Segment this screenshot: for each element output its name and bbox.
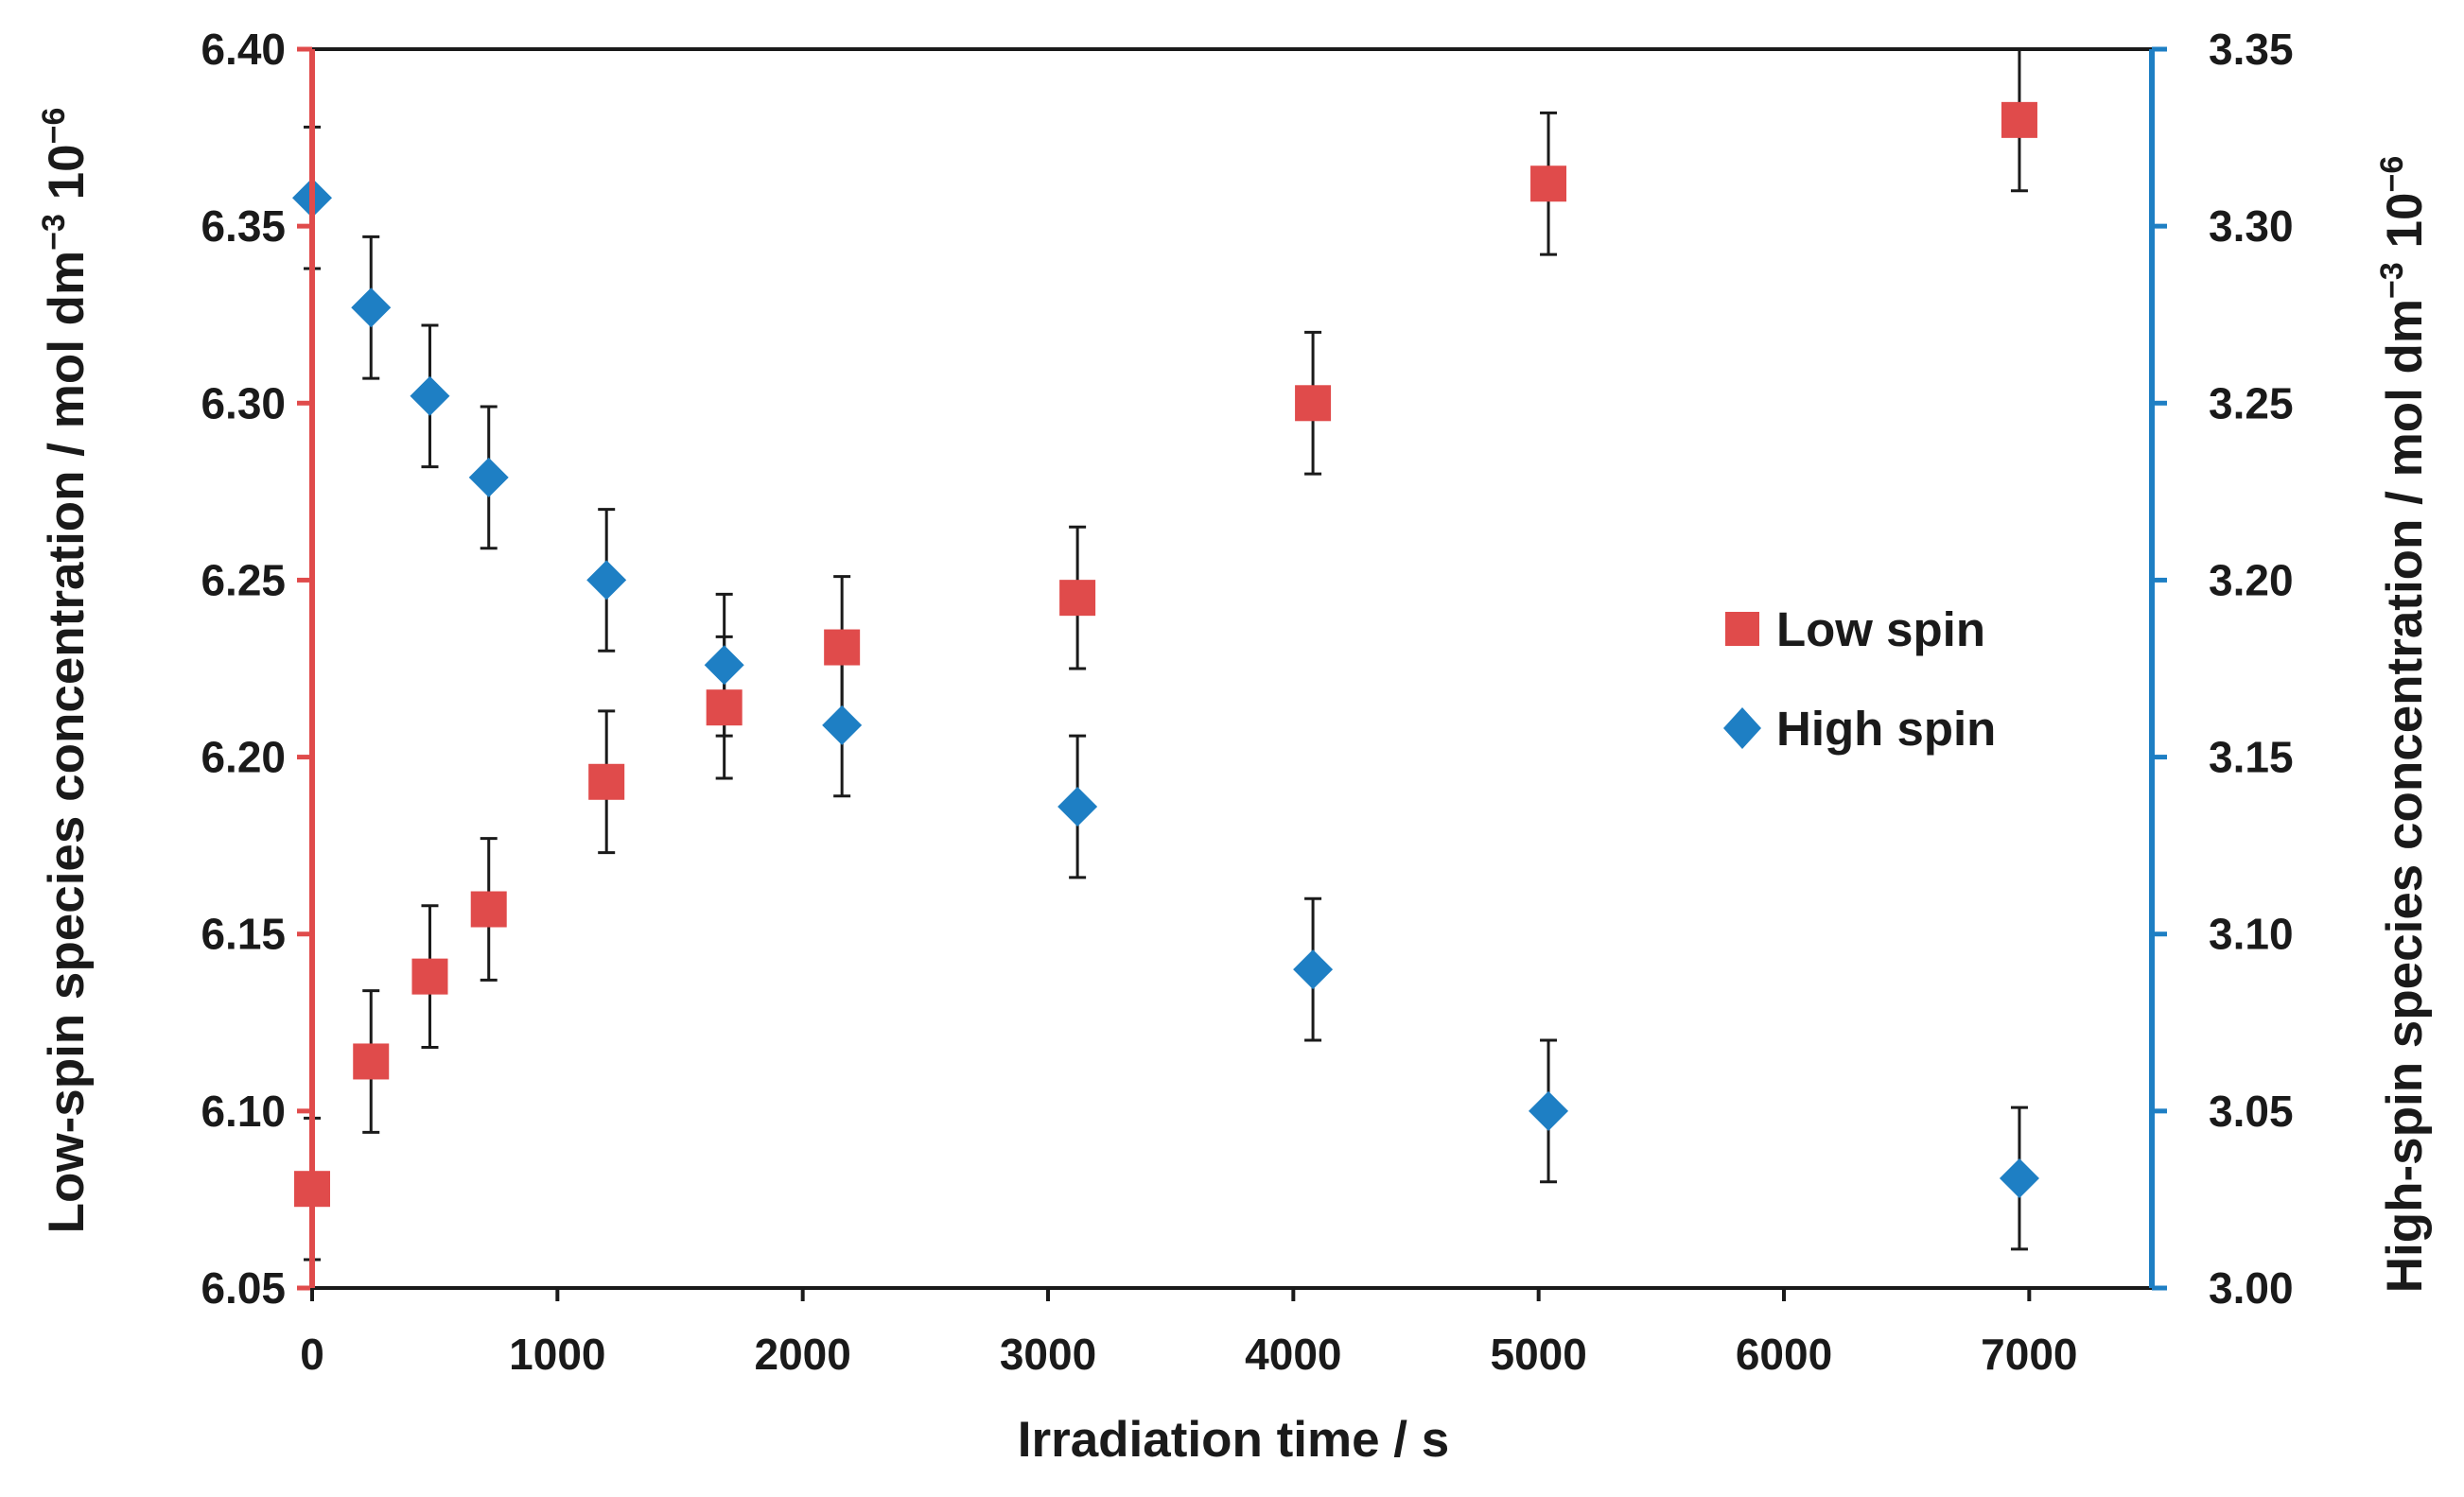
y-right-tick-label: 3.05	[2209, 1087, 2294, 1136]
x-tick-label: 0	[300, 1330, 324, 1379]
point-low-spin	[1295, 385, 1332, 422]
point-high-spin	[351, 287, 392, 328]
point-high-spin	[1293, 949, 1334, 990]
y-axis-right-label-pre: 10	[2377, 192, 2433, 262]
y-axis-right-label-sup2: −6	[2374, 156, 2410, 193]
point-high-spin	[704, 645, 744, 686]
legend-marker-low-spin	[1725, 612, 1759, 646]
point-low-spin	[470, 891, 507, 928]
point-high-spin	[468, 457, 509, 497]
point-low-spin	[824, 629, 861, 666]
legend-marker-high-spin	[1723, 707, 1761, 749]
legend: Low spin High spin	[1723, 602, 1996, 756]
y-right-tick-label: 3.10	[2209, 910, 2294, 959]
y-axis-left-label-pre: 10	[39, 144, 95, 214]
point-low-spin	[353, 1043, 390, 1080]
y-right-tick-label: 3.35	[2209, 25, 2294, 74]
point-high-spin	[410, 375, 450, 416]
y-right-tick-label: 3.00	[2209, 1263, 2294, 1313]
y-axis-right-label-sup1: −3	[2374, 262, 2410, 299]
x-tick-label: 7000	[1981, 1330, 2077, 1379]
x-tick-label: 3000	[1000, 1330, 1096, 1379]
point-low-spin	[588, 763, 625, 800]
y-right-tick-label: 3.15	[2209, 733, 2294, 782]
point-low-spin	[1059, 580, 1096, 617]
x-tick-label: 6000	[1736, 1330, 1832, 1379]
y-left-tick-label: 6.20	[201, 733, 286, 782]
data-markers	[292, 101, 2039, 1208]
y-left-tick-label: 6.25	[201, 555, 286, 604]
x-tick-label: 2000	[754, 1330, 850, 1379]
y-axis-right-label: High-spin species concentration / mol dm…	[2374, 156, 2433, 1294]
y-axis-left-label-main: Low-spin species concentration / mol dm	[39, 251, 95, 1234]
x-tick-label: 5000	[1490, 1330, 1586, 1379]
y-left-tick-label: 6.30	[201, 378, 286, 427]
y-left-tick-label: 6.10	[201, 1087, 286, 1136]
tick-labels: 6.05 6.10 6.15 6.20 6.25 6.30 6.35 6.40 3.00 3.05…	[201, 25, 2293, 1379]
y-left-tick-label: 6.40	[201, 25, 286, 74]
y-left-tick-label: 6.05	[201, 1263, 286, 1313]
point-high-spin	[1057, 786, 1098, 827]
y-axis-left-label-sup1: −3	[36, 214, 72, 251]
y-axis-left-label-sup2: −6	[36, 108, 72, 145]
axes	[297, 46, 2167, 1301]
x-tick-label: 1000	[509, 1330, 605, 1379]
y-right-tick-label: 3.30	[2209, 201, 2294, 251]
point-low-spin	[706, 689, 743, 726]
legend-label-low-spin: Low spin	[1776, 602, 1985, 656]
plot-frame	[312, 47, 2152, 1290]
y-left-tick-label: 6.15	[201, 910, 286, 959]
point-high-spin	[822, 705, 863, 745]
point-low-spin	[1530, 165, 1567, 202]
point-high-spin	[586, 560, 627, 601]
y-axis-left-label: Low-spin species concentration / mol dm−…	[36, 108, 95, 1234]
y-right-tick-label: 3.25	[2209, 378, 2294, 427]
y-left-tick-label: 6.35	[201, 201, 286, 251]
point-low-spin	[2001, 101, 2037, 138]
y-right-tick-label: 3.20	[2209, 555, 2294, 604]
point-high-spin	[1529, 1090, 1569, 1131]
legend-label-high-spin: High spin	[1776, 702, 1996, 756]
point-low-spin	[411, 958, 448, 995]
x-axis-label: Irradiation time / s	[1018, 1412, 1450, 1468]
point-high-spin	[1999, 1158, 2039, 1198]
y-axis-right-label-main: High-spin species concentration / mol dm	[2377, 299, 2433, 1293]
x-tick-label: 4000	[1245, 1330, 1341, 1379]
